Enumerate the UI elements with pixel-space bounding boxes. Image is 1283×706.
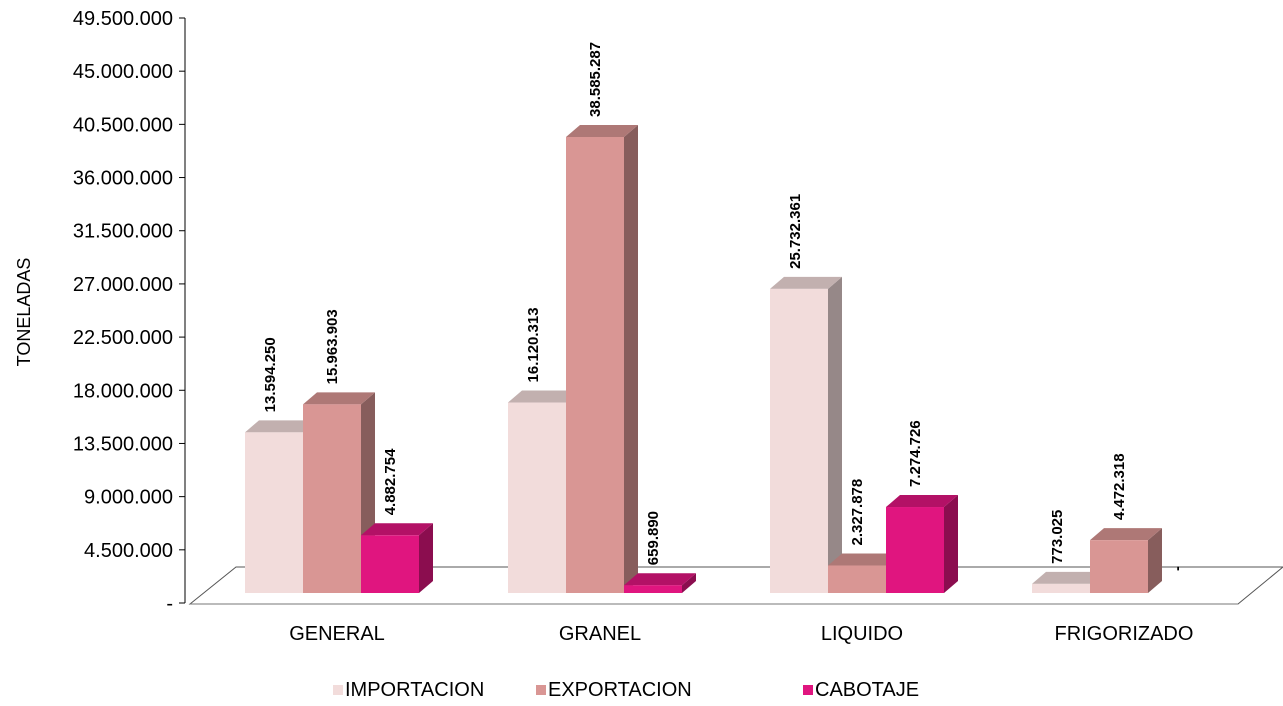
y-tick-label: 13.500.000	[73, 433, 173, 455]
y-tick-label: 22.500.000	[73, 327, 173, 349]
chart-floor	[188, 566, 1283, 605]
y-tick-label: -	[166, 593, 173, 615]
x-category-label: GENERAL	[289, 623, 385, 645]
bar-exportacion-granel	[566, 124, 638, 593]
bar-front	[1032, 583, 1090, 593]
bar-top	[1032, 571, 1104, 584]
bar-front	[886, 507, 944, 593]
x-category-label: GRANEL	[559, 623, 641, 645]
bar-front	[245, 432, 303, 593]
bar-cabotaje-liquido	[886, 495, 958, 593]
bar-front	[1090, 540, 1148, 593]
bar-top	[624, 573, 696, 586]
legend-item-importacion: IMPORTACION	[333, 679, 484, 701]
bar-front	[828, 565, 886, 593]
legend-item-cabotaje: CABOTAJE	[803, 679, 919, 701]
bar-exportacion-general	[303, 392, 375, 593]
bar-top	[361, 523, 433, 536]
y-tick-label: 9.000.000	[84, 487, 173, 509]
y-tick-label: 49.500.000	[73, 8, 173, 30]
y-axis: - 4.500.000 9.000.000 13.500.000 18.000.000 2…	[73, 8, 186, 615]
bar-exportacion-liquido	[828, 553, 900, 593]
bar-front	[566, 136, 624, 593]
legend-item-exportacion: EXPORTACION	[536, 679, 692, 701]
x-category-label: FRIGORIZADO	[1055, 623, 1194, 645]
bar-front	[361, 535, 419, 593]
bar-top	[1090, 528, 1162, 541]
bar-side	[1148, 528, 1162, 593]
y-tick-label: 40.500.000	[73, 114, 173, 136]
bar-top	[303, 392, 375, 405]
bar-front	[508, 402, 566, 593]
bar-side	[419, 523, 433, 593]
data-label: 4.882.754	[382, 448, 399, 515]
x-axis: GENERAL GRANEL LIQUIDO FRIGORIZADO	[289, 623, 1193, 645]
bar-side	[682, 573, 696, 593]
bar-front	[770, 288, 828, 593]
bar-top	[886, 495, 958, 508]
y-tick-label: 27.000.000	[73, 274, 173, 296]
bars	[245, 124, 1162, 593]
y-tick-label: 18.000.000	[73, 380, 173, 402]
bar-importacion-liquido	[770, 276, 842, 593]
data-label: 13.594.250	[262, 337, 279, 412]
data-label: 15.963.903	[324, 309, 341, 384]
data-label: 38.585.287	[587, 42, 604, 117]
data-label: -	[1169, 566, 1186, 571]
legend-swatch	[803, 685, 813, 695]
y-tick-label: 4.500.000	[84, 540, 173, 562]
bar-front	[624, 585, 682, 593]
bar-side	[828, 276, 842, 593]
bar-top	[566, 124, 638, 137]
bar-side	[624, 124, 638, 593]
bar-top	[245, 420, 317, 433]
legend-label: IMPORTACION	[345, 679, 484, 701]
bar-front	[303, 404, 361, 593]
legend: IMPORTACION EXPORTACION CABOTAJE	[333, 679, 919, 701]
data-labels: 13.594.250 15.963.903 4.882.754 16.120.313 3…	[262, 42, 1186, 571]
bar-top	[508, 390, 580, 403]
bar-side	[944, 495, 958, 593]
data-label: 659.890	[645, 511, 662, 565]
y-axis-title: TONELADAS	[14, 258, 34, 367]
bar-top	[828, 553, 900, 566]
data-label: 7.274.726	[907, 420, 924, 487]
data-label: 773.025	[1049, 510, 1066, 564]
y-tick-label: 36.000.000	[73, 168, 173, 190]
bar-cabotaje-granel	[624, 573, 696, 593]
y-tick-label: 31.500.000	[73, 221, 173, 243]
bar-exportacion-frigorizado	[1090, 528, 1162, 593]
bar-top	[770, 276, 842, 289]
data-label: 16.120.313	[525, 307, 542, 382]
legend-swatch	[536, 685, 546, 695]
bar-cabotaje-general	[361, 523, 433, 593]
legend-swatch	[333, 685, 343, 695]
data-label: 4.472.318	[1111, 453, 1128, 520]
y-tick-label: 45.000.000	[73, 61, 173, 83]
legend-label: CABOTAJE	[815, 679, 919, 701]
data-label: 2.327.878	[849, 479, 866, 546]
x-category-label: LIQUIDO	[821, 623, 903, 645]
legend-label: EXPORTACION	[548, 679, 692, 701]
data-label: 25.732.361	[787, 194, 804, 269]
